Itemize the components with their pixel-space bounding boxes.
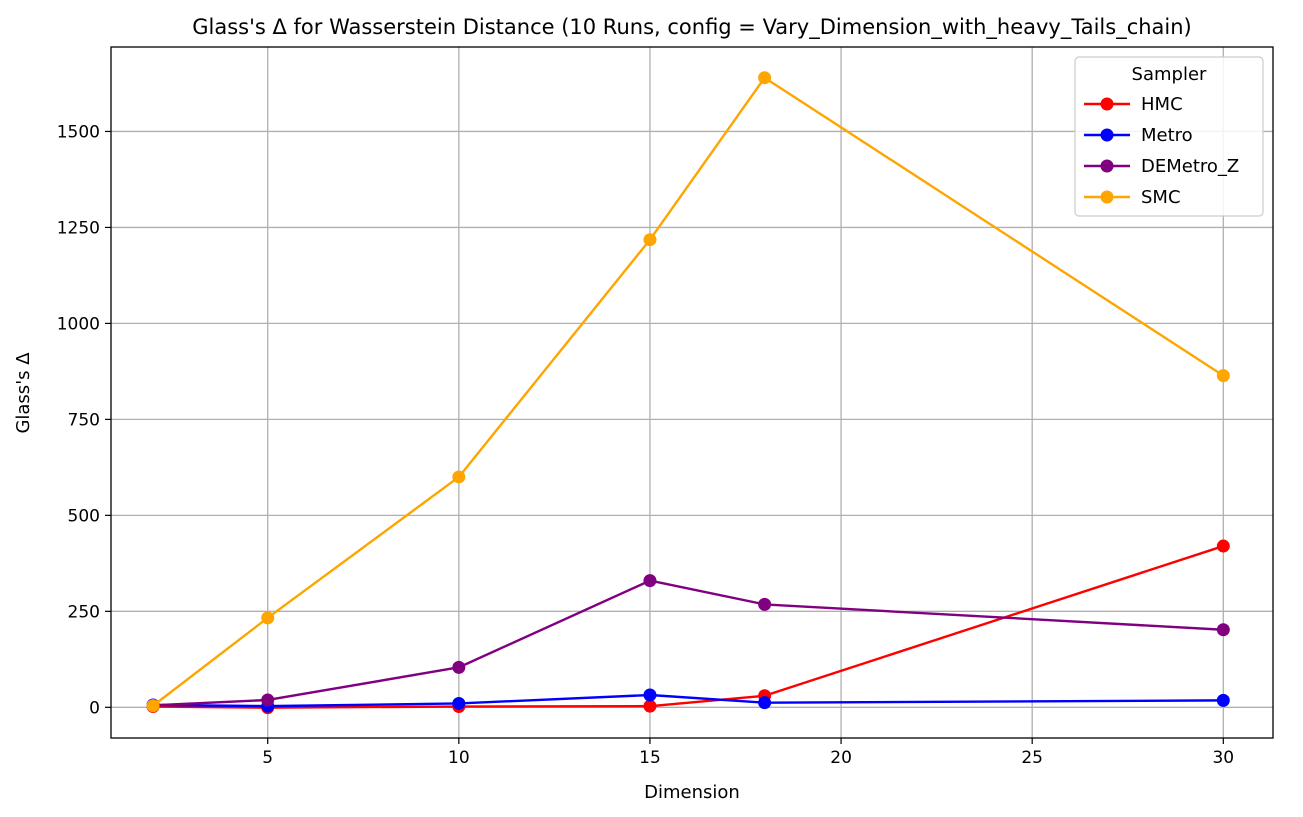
legend: Sampler HMC Metro DEMetro_Z SMC: [1074, 56, 1264, 217]
series-demetro-z: [146, 574, 1230, 712]
y-tick-label: 250: [68, 602, 100, 622]
data-point: [643, 688, 657, 702]
legend-title: Sampler: [1132, 64, 1207, 85]
series-line: [152, 76, 1224, 707]
legend-label: Metro: [1141, 125, 1193, 146]
y-tick-label: 1250: [57, 218, 100, 238]
y-tick-label: 500: [68, 506, 100, 526]
y-tick-label: 1500: [57, 122, 100, 142]
legend-marker: [1100, 97, 1114, 111]
chart-title: Glass's Δ for Wasserstein Distance (10 R…: [192, 15, 1192, 40]
legend-item: HMC: [1084, 94, 1183, 115]
y-tick-label: 1000: [57, 314, 100, 334]
x-tick-label: 5: [262, 748, 273, 768]
legend-label: DEMetro_Z: [1141, 156, 1239, 177]
series-hmc: [146, 539, 1230, 715]
data-point: [643, 574, 657, 588]
data-point: [1216, 539, 1230, 553]
x-tick-label: 10: [448, 748, 470, 768]
data-point: [643, 233, 657, 247]
series-lines: [146, 71, 1230, 715]
y-tick-label: 750: [68, 410, 100, 430]
data-point: [758, 71, 772, 85]
data-point: [146, 699, 160, 713]
legend-marker: [1100, 190, 1114, 204]
data-point: [452, 470, 466, 484]
legend-item: SMC: [1084, 187, 1181, 208]
data-point: [1216, 623, 1230, 637]
series-line: [152, 579, 1224, 707]
x-tick-label: 25: [1021, 748, 1043, 768]
legend-frame: [1074, 56, 1264, 217]
x-tick-label: 15: [639, 748, 661, 768]
y-tick-label: 0: [89, 698, 100, 718]
data-point: [452, 660, 466, 674]
data-point: [758, 597, 772, 611]
legend-marker: [1100, 128, 1114, 142]
data-point: [758, 696, 772, 710]
data-point: [452, 696, 466, 710]
series-line: [153, 693, 1224, 708]
legend-marker: [1100, 159, 1114, 173]
legend-item: Metro: [1084, 125, 1193, 146]
x-axis-title: Dimension: [644, 782, 740, 803]
y-axis-title: Glass's Δ: [13, 352, 34, 434]
data-point: [1216, 369, 1230, 383]
legend-label: SMC: [1141, 187, 1181, 208]
data-point: [643, 699, 657, 713]
series-line: [153, 544, 1224, 709]
series-smc: [146, 71, 1230, 713]
data-point: [1216, 693, 1230, 707]
data-point: [261, 611, 275, 625]
x-tick-label: 20: [830, 748, 852, 768]
legend-item: DEMetro_Z: [1084, 156, 1239, 177]
x-tick-label: 30: [1212, 748, 1234, 768]
axis-ticks: 5 10 15 20 25 30 0 250 500 750 1000 1250 1500: [57, 122, 1234, 768]
legend-label: HMC: [1141, 94, 1183, 115]
plot-frame: [110, 46, 1274, 739]
data-point: [261, 693, 275, 707]
